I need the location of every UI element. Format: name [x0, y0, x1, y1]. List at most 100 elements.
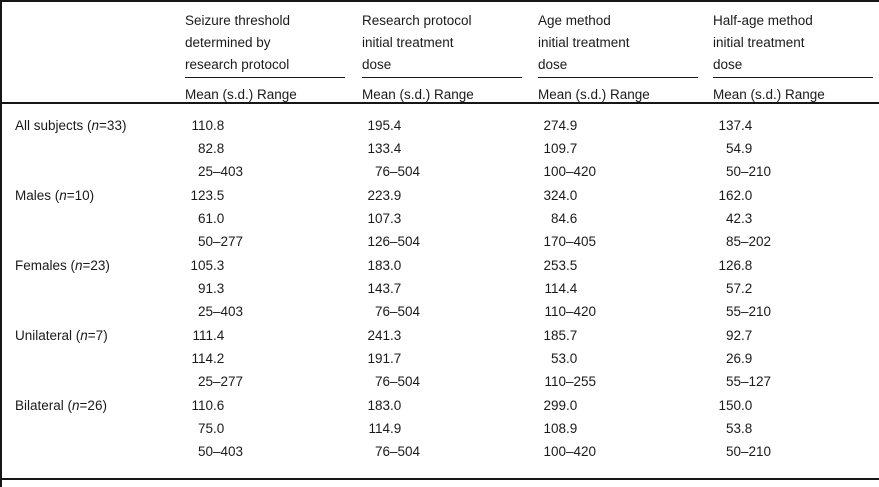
range-value: 25 –403 — [185, 300, 362, 323]
number-integer-part: 108 — [543, 421, 566, 436]
column-title-line: research protocol — [185, 57, 290, 72]
column-title-line: initial treatment — [362, 35, 454, 50]
number-fraction-part: –277 — [213, 374, 244, 389]
number-integer-part: 50 — [197, 444, 213, 459]
number-fraction-part: .9 — [741, 351, 753, 366]
range-value: 55 –210 — [713, 300, 879, 323]
number-fraction-part: –504 — [390, 234, 421, 249]
number-fraction-part: .9 — [566, 421, 578, 436]
number-fraction-part: .0 — [566, 351, 578, 366]
number-fraction-part: –403 — [213, 444, 244, 459]
number-integer-part: 25 — [197, 374, 213, 389]
number-integer-part: 110 — [191, 118, 213, 133]
number-integer-part: 75 — [197, 421, 213, 436]
range-value: 50 –210 — [713, 160, 879, 183]
number-integer-part: 253 — [543, 258, 566, 273]
table-bottom-rule — [2, 478, 879, 480]
number-fraction-part: –210 — [741, 164, 772, 179]
number-integer-part: 126 — [718, 258, 741, 273]
number-fraction-part: .4 — [741, 118, 753, 133]
column-title-line: dose — [362, 57, 392, 72]
number-integer-part: 143 — [367, 281, 390, 296]
stat-cell: 92.7 26.9 55 –127 — [713, 324, 879, 394]
number-integer-part: 53 — [550, 351, 566, 366]
number-fraction-part: .0 — [741, 398, 753, 413]
table-row: Females (n=23) 105.3 91.3 25 –403 183.0 143.7 7… — [2, 254, 879, 324]
column-header-underline — [185, 77, 345, 78]
row-n-symbol: n — [59, 188, 67, 203]
column-subheader: Mean (s.d.) Range — [185, 87, 297, 102]
sd-value: 42.3 — [713, 207, 879, 230]
mean-value: 223.9 — [362, 184, 538, 207]
column-title-line: Research protocol — [362, 13, 472, 28]
column-subheader: Mean (s.d.) Range — [362, 87, 474, 102]
number-fraction-part: –504 — [390, 444, 421, 459]
column-subheader: Mean (s.d.) Range — [538, 87, 650, 102]
number-fraction-part: –277 — [213, 234, 244, 249]
range-value: 100 –420 — [538, 440, 713, 463]
sd-value: 61.0 — [185, 207, 362, 230]
stat-cell: 183.0 143.7 76 –504 — [362, 254, 538, 324]
column-title: Age method initial treatment dose — [538, 2, 713, 76]
number-fraction-part: –255 — [566, 374, 597, 389]
stat-cell: 105.3 91.3 25 –403 — [185, 254, 362, 324]
number-integer-part: 110 — [544, 304, 566, 319]
number-integer-part: 92 — [725, 328, 741, 343]
range-value: 50 –210 — [713, 440, 879, 463]
sd-value: 84.6 — [538, 207, 713, 230]
mean-value: 110.8 — [185, 114, 362, 137]
mean-value: 183.0 — [362, 394, 538, 417]
number-integer-part: 109 — [543, 141, 566, 156]
number-integer-part: 183 — [367, 398, 390, 413]
number-integer-part: 25 — [197, 304, 213, 319]
stat-cell: 126.8 57.2 55 –210 — [713, 254, 879, 324]
stat-cell: 150.0 53.8 50 –210 — [713, 394, 879, 464]
mean-value: 137.4 — [713, 114, 879, 137]
number-integer-part: 274 — [543, 118, 566, 133]
mean-value: 126.8 — [713, 254, 879, 277]
column-header-4: Half-age method initial treatment dose Mean… — [713, 2, 879, 103]
stat-cell: 111.4 114.2 25 –277 — [185, 324, 362, 394]
range-value: 85 –202 — [713, 230, 879, 253]
column-title-line: initial treatment — [713, 35, 805, 50]
column-header-underline — [713, 77, 873, 78]
number-integer-part: 50 — [197, 234, 213, 249]
mean-value: 185.7 — [538, 324, 713, 347]
range-value: 110 –255 — [538, 370, 713, 393]
number-fraction-part: .9 — [566, 118, 578, 133]
number-integer-part: 110 — [544, 374, 566, 389]
number-fraction-part: .7 — [390, 281, 402, 296]
mean-value: 299.0 — [538, 394, 713, 417]
sd-value: 114.4 — [538, 277, 713, 300]
number-fraction-part: .0 — [213, 211, 225, 226]
column-header-3: Age method initial treatment dose Mean (s.d… — [538, 2, 713, 103]
number-integer-part: 223 — [367, 188, 390, 203]
sd-value: 75.0 — [185, 417, 362, 440]
number-fraction-part: .9 — [390, 421, 402, 436]
stat-cell: 110.8 82.8 25 –403 — [185, 114, 362, 184]
sd-value: 54.9 — [713, 137, 879, 160]
number-integer-part: 111 — [192, 328, 213, 343]
number-fraction-part: .9 — [741, 141, 753, 156]
range-value: 76 –504 — [362, 440, 538, 463]
table-row: Unilateral (n=7) 111.4 114.2 25 –277 241.3 191… — [2, 324, 879, 394]
number-integer-part: 50 — [725, 164, 741, 179]
range-value: 50 –403 — [185, 440, 362, 463]
number-fraction-part: –504 — [390, 164, 421, 179]
stat-cell: 110.6 75.0 50 –403 — [185, 394, 362, 464]
stat-cell: 223.9 107.3 126 –504 — [362, 184, 538, 254]
number-fraction-part: –420 — [566, 304, 597, 319]
range-value: 25 –277 — [185, 370, 362, 393]
row-n-symbol: n — [75, 258, 83, 273]
row-label: All subjects (n=33) — [15, 118, 127, 133]
mean-value: 105.3 — [185, 254, 362, 277]
number-fraction-part: .3 — [213, 258, 225, 273]
number-integer-part: 123 — [190, 188, 213, 203]
sd-value: 107.3 — [362, 207, 538, 230]
sd-value: 133.4 — [362, 137, 538, 160]
row-n-symbol: n — [80, 328, 88, 343]
number-fraction-part: –403 — [213, 164, 244, 179]
sd-value: 53.0 — [538, 347, 713, 370]
mean-value: 241.3 — [362, 324, 538, 347]
